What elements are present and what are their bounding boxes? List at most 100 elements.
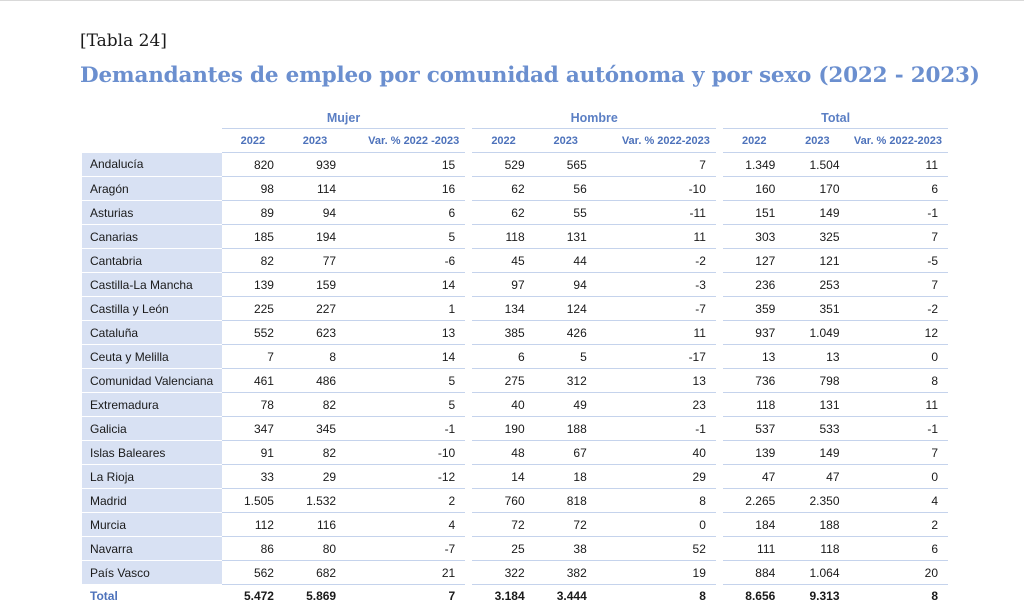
col-header-total-2023: 2023 [785,129,849,153]
cell-value: 565 [535,153,597,177]
cell-value: 49 [535,393,597,417]
cell-value: -10 [346,441,465,465]
cell-value: 194 [284,225,346,249]
cell-value: 14 [472,465,534,489]
cell-value: 11 [597,321,716,345]
group-header-total: Total [723,108,948,129]
cell-value: 2 [346,489,465,513]
cell-value: 48 [472,441,534,465]
cell-value: 6 [850,537,948,561]
cell-value: 82 [284,441,346,465]
cell-value: 55 [535,201,597,225]
cell-value: 118 [785,537,849,561]
cell-value: -5 [850,249,948,273]
cell-value: 118 [472,225,534,249]
cell-value: 533 [785,417,849,441]
region-name: Cantabria [82,249,222,273]
cell-value: 184 [723,513,785,537]
cell-value: 2.265 [723,489,785,513]
cell-value: 5 [535,345,597,369]
table-tag: [Tabla 24] [80,31,167,51]
region-name: Canarias [82,225,222,249]
cell-value: 1.349 [723,153,785,177]
cell-value: 7 [597,153,716,177]
cell-value: -7 [346,537,465,561]
cell-value: -6 [346,249,465,273]
cell-value: 131 [535,225,597,249]
cell-value: 11 [850,153,948,177]
cell-value: 62 [472,201,534,225]
cell-value: 188 [785,513,849,537]
cell-value: 72 [472,513,534,537]
cell-value: 2 [850,513,948,537]
cell-value: -1 [346,417,465,441]
group-header-row: Mujer Hombre Total [82,108,948,129]
cell-value: 25 [472,537,534,561]
cell-value: 682 [284,561,346,585]
cell-value: 45 [472,249,534,273]
cell-value: 16 [346,177,465,201]
region-name: Extremadura [82,393,222,417]
cell-value: 1.049 [785,321,849,345]
cell-value: 351 [785,297,849,321]
cell-value: 5 [346,393,465,417]
region-name: Andalucía [82,153,222,177]
cell-value: 47 [723,465,785,489]
cell-value: 139 [222,273,284,297]
cell-value: 118 [723,393,785,417]
cell-value: -1 [850,201,948,225]
cell-value: 1.504 [785,153,849,177]
region-name: Aragón [82,177,222,201]
cell-value: 461 [222,369,284,393]
region-name: La Rioja [82,465,222,489]
cell-value: 190 [472,417,534,441]
cell-value: 139 [723,441,785,465]
cell-value: 47 [785,465,849,489]
cell-value: 94 [535,273,597,297]
cell-value: 937 [723,321,785,345]
cell-value: 2.350 [785,489,849,513]
cell-value: -17 [597,345,716,369]
cell-value: 322 [472,561,534,585]
cell-value: 18 [535,465,597,489]
col-header-hombre-2022: 2022 [472,129,534,153]
cell-value: 15 [346,153,465,177]
cell-value: 236 [723,273,785,297]
cell-value: 91 [222,441,284,465]
cell-value: 12 [850,321,948,345]
cell-value: 798 [785,369,849,393]
cell-value: 529 [472,153,534,177]
cell-value: 94 [284,201,346,225]
group-header-hombre: Hombre [472,108,715,129]
cell-value: 227 [284,297,346,321]
cell-value: 537 [723,417,785,441]
cell-value: 6 [472,345,534,369]
page-title: Demandantes de empleo por comunidad autó… [80,63,980,88]
cell-value: 4 [346,513,465,537]
cell-value: 1 [346,297,465,321]
cell-value: 112 [222,513,284,537]
cell-value: 80 [284,537,346,561]
cell-value: 11 [850,393,948,417]
cell-value: 820 [222,153,284,177]
cell-value: 13 [785,345,849,369]
cell-value: 1.532 [284,489,346,513]
region-name: Castilla y León [82,297,222,321]
region-name: Galicia [82,417,222,441]
region-name: Asturias [82,201,222,225]
cell-value: -3 [597,273,716,297]
cell-value: 382 [535,561,597,585]
cell-value: -11 [597,201,716,225]
cell-value: 275 [472,369,534,393]
cell-value: 253 [785,273,849,297]
